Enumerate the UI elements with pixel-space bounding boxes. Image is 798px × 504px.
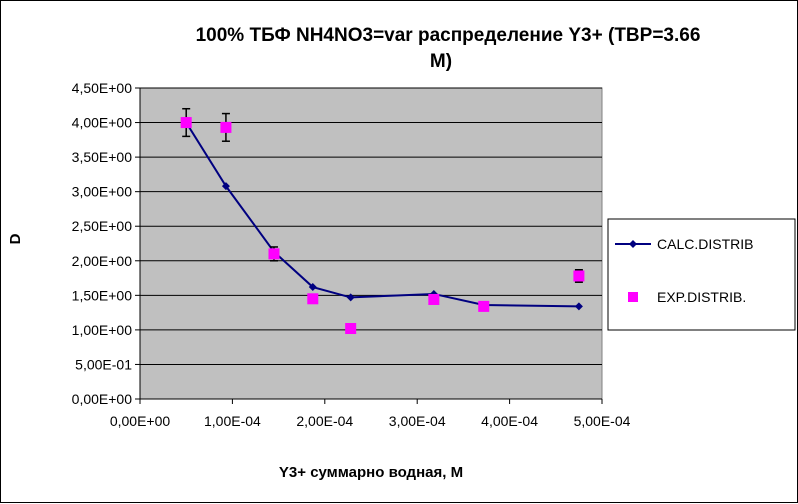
exp-distrib-point (478, 300, 490, 312)
y-tick-label: 2,00E+00 (72, 253, 133, 269)
y-tick-label: 3,00E+00 (72, 184, 133, 200)
exp-distrib-point (220, 121, 232, 133)
x-tick-label: 0,00E+00 (110, 413, 171, 429)
legend-label-calc: CALC.DISTRIB (657, 236, 753, 252)
x-axis-ticks: 0,00E+00 1,00E-04 2,00E-04 3,00E-04 4,00E-04… (110, 399, 631, 429)
plot-area (139, 87, 603, 400)
x-tick-label: 3,00E-04 (389, 413, 446, 429)
legend-label-exp: EXP.DISTRIB. (657, 289, 746, 305)
y-axis-ticks: 0,00E+00 5,00E-01 1,00E+00 1,50E+00 2,00E+00… (72, 80, 140, 407)
calc-distrib-line (185, 122, 579, 308)
chart-title-line-2: M) (430, 51, 452, 72)
x-tick-label: 5,00E-04 (574, 413, 631, 429)
legend: CALC.DISTRIB EXP.DISTRIB. (607, 218, 796, 331)
calc-distrib-point (346, 293, 355, 302)
chart-title-line-1: 100% ТБФ NH4NO3=var распределение Y3+ (T… (196, 25, 701, 46)
legend-marker-calc (629, 240, 637, 248)
y-tick-label: 1,50E+00 (72, 287, 133, 303)
x-tick-label: 2,00E-04 (296, 413, 353, 429)
exp-distrib-point (268, 248, 280, 260)
exp-distrib-series (180, 107, 585, 335)
grid-lines (140, 87, 602, 365)
legend-box (607, 218, 796, 331)
y-tick-label: 5,00E-01 (75, 356, 132, 372)
y-axis-label: D (7, 233, 24, 244)
exp-distrib-point (345, 323, 357, 335)
y-tick-label: 1,00E+00 (72, 322, 133, 338)
calc-distrib-point (308, 283, 317, 292)
calc-distrib-point (221, 182, 230, 191)
exp-distrib-point (573, 270, 585, 282)
x-tick-label: 1,00E-04 (204, 413, 261, 429)
y-tick-label: 2,50E+00 (72, 218, 133, 234)
calc-distrib-point (574, 302, 583, 311)
x-axis-label: Y3+ суммарно водная, М (279, 464, 463, 481)
exp-distrib-point (428, 293, 440, 305)
exp-distrib-point (180, 117, 192, 129)
y-tick-label: 4,00E+00 (72, 115, 133, 131)
x-tick-label: 4,00E-04 (481, 413, 538, 429)
y-tick-label: 3,50E+00 (72, 149, 133, 165)
legend-marker-exp (628, 292, 638, 302)
y-tick-label: 4,50E+00 (72, 80, 133, 96)
exp-distrib-point (307, 293, 319, 305)
y-tick-label: 0,00E+00 (72, 391, 133, 407)
